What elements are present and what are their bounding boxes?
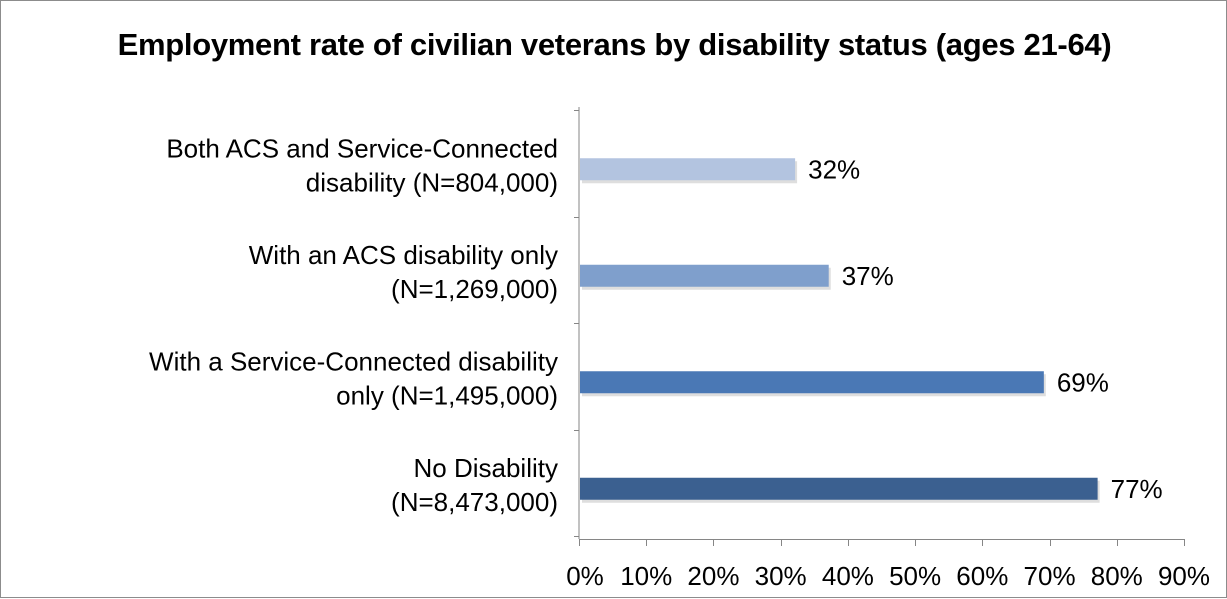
category-label: only (N=1,495,000) — [336, 380, 558, 410]
x-tick-label: 30% — [755, 561, 807, 591]
category-label: (N=1,269,000) — [391, 274, 558, 304]
category-label: (N=8,473,000) — [391, 487, 558, 517]
data-label: 77% — [1111, 474, 1163, 504]
x-tick-label: 80% — [1091, 561, 1143, 591]
bar — [580, 264, 829, 287]
bar — [580, 371, 1044, 394]
category-label: disability (N=804,000) — [306, 167, 558, 197]
x-tick-label: 50% — [889, 561, 941, 591]
x-tick-label: 40% — [822, 561, 874, 591]
x-tick-label: 60% — [956, 561, 1008, 591]
x-tick-label: 90% — [1158, 561, 1210, 591]
x-tick-label: 70% — [1024, 561, 1076, 591]
chart-title: Employment rate of civilian veterans by … — [117, 27, 1112, 62]
data-label: 69% — [1057, 367, 1109, 397]
category-label: No Disability — [414, 453, 559, 483]
category-label: With an ACS disability only — [249, 240, 558, 270]
category-label: With a Service-Connected disability — [149, 346, 558, 376]
data-label: 32% — [808, 154, 860, 184]
x-tick-label: 20% — [687, 561, 739, 591]
x-tick-label: 0% — [566, 561, 604, 591]
category-label: Both ACS and Service-Connected — [166, 133, 558, 163]
bar — [580, 158, 796, 181]
bar — [580, 477, 1098, 500]
x-tick-label: 10% — [620, 561, 672, 591]
data-label: 37% — [842, 261, 894, 291]
